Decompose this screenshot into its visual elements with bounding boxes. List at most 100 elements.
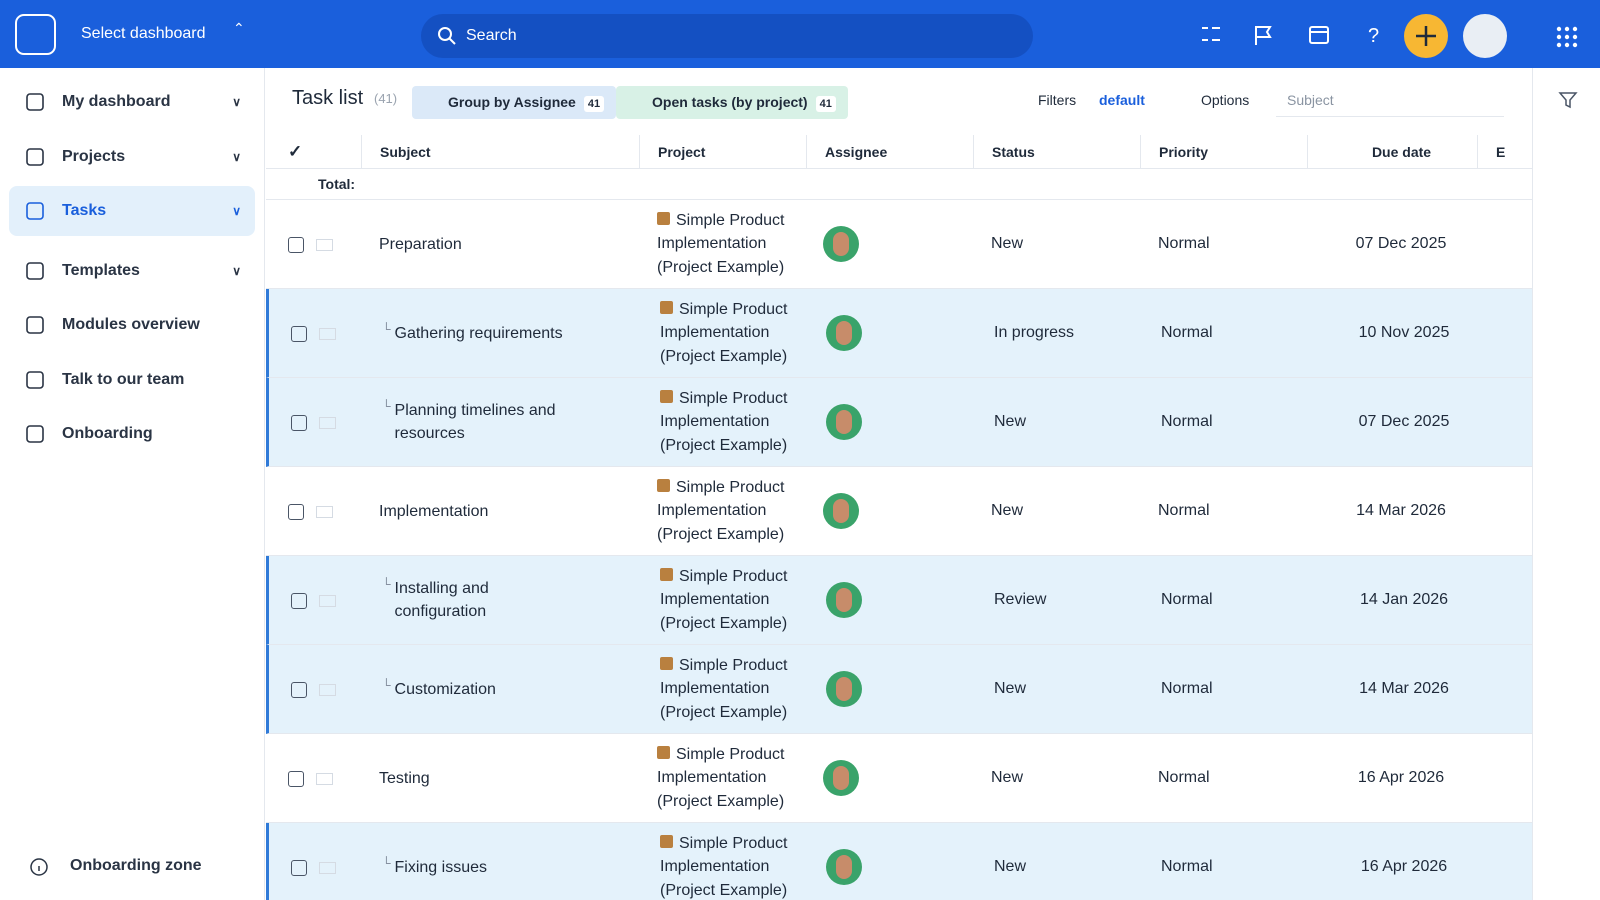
due-date: 14 Mar 2026: [1356, 502, 1446, 519]
main: Task list (41) Group by Assignee 41 Open …: [266, 68, 1532, 900]
checkbox[interactable]: [291, 859, 307, 876]
nav-item[interactable]: Templates ∨: [9, 246, 255, 296]
project[interactable]: Simple Product Implementation (Project E…: [660, 389, 788, 454]
nav-item[interactable]: Projects ∨: [9, 132, 255, 182]
column-header[interactable]: Subject: [361, 135, 639, 169]
row-select: [266, 769, 361, 787]
filter-chip[interactable]: Open tasks (by project) 41: [616, 86, 848, 119]
check-all: ✓: [288, 142, 303, 161]
checkbox[interactable]: [291, 414, 307, 431]
due-date: 07 Dec 2025: [1355, 235, 1447, 252]
group-chip[interactable]: Group by Assignee 41: [412, 86, 617, 119]
child-marker: └: [382, 321, 391, 336]
status: New: [994, 858, 1027, 875]
filter-preset[interactable]: default: [1099, 92, 1145, 108]
task-row[interactable]: └ Installing and configuration Simple Prod…: [266, 556, 1532, 645]
footer-link[interactable]: Onboarding zone: [70, 857, 202, 874]
nav-label: Talk to our team: [62, 371, 185, 388]
due-date: 16 Apr 2026: [1360, 858, 1448, 875]
user-avatar[interactable]: [1463, 14, 1507, 58]
project-icon: [660, 300, 673, 314]
nav-item[interactable]: Talk to our team: [9, 355, 255, 405]
envelope: [319, 327, 336, 340]
subject-cell: └ Fixing issues: [364, 856, 642, 879]
avatar: [823, 226, 859, 262]
header-icons[interactable]: ?: [1200, 24, 1420, 46]
logo[interactable]: [15, 14, 56, 55]
envelope: [316, 505, 333, 518]
assignee-cell: [806, 760, 973, 796]
subject[interactable]: Preparation: [379, 235, 462, 253]
svg-text:?: ?: [1368, 25, 1379, 46]
project[interactable]: Simple Product Implementation (Project E…: [660, 656, 788, 721]
envelope: [319, 683, 336, 696]
status: New: [991, 235, 1024, 252]
column-header[interactable]: Status: [973, 135, 1140, 169]
task-row[interactable]: Testing Simple Product Implementation (Pr…: [266, 734, 1532, 823]
subject[interactable]: Customization: [394, 680, 496, 698]
filters[interactable]: Filters: [1038, 92, 1077, 108]
checkbox[interactable]: [288, 770, 304, 787]
nav-icon: [26, 148, 44, 166]
priority: Normal: [1161, 591, 1213, 608]
checkbox[interactable]: [291, 325, 307, 342]
priority: Normal: [1158, 235, 1210, 252]
subject[interactable]: Gathering requirements: [394, 324, 563, 342]
project[interactable]: Simple Product Implementation (Project E…: [660, 567, 788, 632]
checkbox[interactable]: [291, 592, 307, 609]
project-cell: Simple Product Implementation (Project E…: [642, 832, 809, 900]
nav-item[interactable]: My dashboard ∨: [9, 77, 255, 127]
subject-placeholder: Subject: [1287, 92, 1334, 108]
chevron: ∨: [232, 204, 241, 218]
subject[interactable]: Fixing issues: [394, 858, 487, 876]
task-row[interactable]: └ Fixing issues Simple Product Implementat…: [266, 823, 1532, 900]
chevron: ∨: [232, 95, 241, 109]
envelope: [316, 772, 333, 785]
subject[interactable]: Implementation: [379, 502, 489, 520]
project-cell: Simple Product Implementation (Project E…: [639, 476, 806, 547]
column-header[interactable]: Project: [639, 135, 806, 169]
project[interactable]: Simple Product Implementation (Project E…: [657, 745, 785, 810]
column-header[interactable]: Priority: [1140, 135, 1307, 169]
options[interactable]: Options: [1201, 92, 1250, 108]
assignee-cell: [809, 315, 976, 351]
row-select: [269, 591, 364, 609]
project[interactable]: Simple Product Implementation (Project E…: [657, 478, 785, 543]
add-button[interactable]: [1404, 14, 1448, 58]
checkbox[interactable]: [288, 236, 304, 253]
nav-item[interactable]: Onboarding: [9, 409, 255, 459]
subject-cell: Implementation: [361, 500, 639, 523]
apps-icon[interactable]: [1556, 26, 1578, 48]
project[interactable]: Simple Product Implementation (Project E…: [657, 211, 785, 276]
subject-search[interactable]: Subject: [1276, 85, 1504, 117]
task-row[interactable]: Implementation Simple Product Implementat…: [266, 467, 1532, 556]
avatar: [826, 582, 862, 618]
column-header[interactable]: Due date: [1307, 135, 1477, 169]
checkbox[interactable]: [288, 503, 304, 520]
title: Task list: [292, 87, 364, 109]
subject[interactable]: Testing: [379, 769, 430, 787]
title-count: (41): [374, 91, 398, 106]
task-row[interactable]: └ Gathering requirements Simple Product Im…: [266, 289, 1532, 378]
filter-icon[interactable]: [1558, 90, 1578, 110]
project-cell: Simple Product Implementation (Project E…: [642, 387, 809, 458]
project[interactable]: Simple Product Implementation (Project E…: [660, 834, 788, 899]
task-row[interactable]: Preparation Simple Product Implementation…: [266, 200, 1532, 289]
column-header[interactable]: E: [1477, 135, 1532, 169]
column-header[interactable]: Assignee: [806, 135, 973, 169]
row-select: [269, 858, 364, 876]
subject[interactable]: Installing and configuration: [394, 580, 489, 620]
status: New: [991, 502, 1024, 519]
nav-item[interactable]: Modules overview: [9, 300, 255, 350]
priority: Normal: [1161, 680, 1213, 697]
task-row[interactable]: └ Customization Simple Product Implementat…: [266, 645, 1532, 734]
nav-item[interactable]: Tasks ∨: [9, 186, 255, 236]
subject[interactable]: Planning timelines and resources: [394, 402, 556, 442]
total-label: Total:: [318, 176, 356, 192]
task-row[interactable]: └ Planning timelines and resources Simple …: [266, 378, 1532, 467]
dashboard-select[interactable]: Select dashboard: [81, 25, 206, 42]
checkbox[interactable]: [291, 681, 307, 698]
project[interactable]: Simple Product Implementation (Project E…: [660, 300, 788, 365]
search[interactable]: Search: [421, 14, 1033, 58]
